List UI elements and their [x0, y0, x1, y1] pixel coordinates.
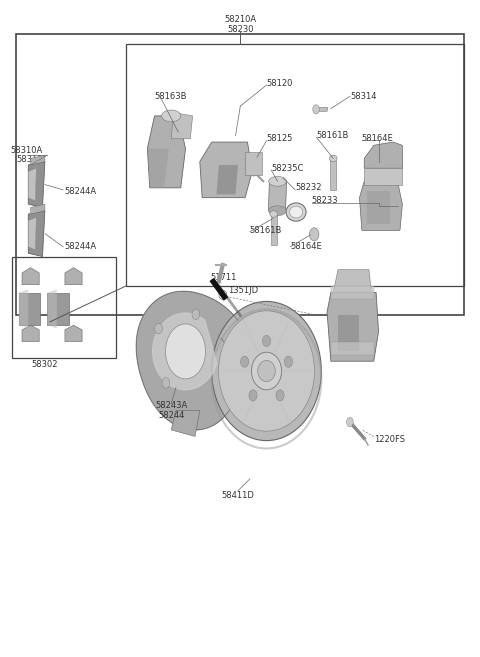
Text: 51711: 51711	[210, 273, 237, 282]
Circle shape	[192, 309, 200, 319]
Polygon shape	[48, 289, 57, 328]
Ellipse shape	[258, 361, 276, 382]
Polygon shape	[28, 168, 36, 201]
Circle shape	[155, 323, 162, 334]
Circle shape	[240, 356, 249, 367]
Polygon shape	[147, 148, 169, 188]
Ellipse shape	[269, 176, 286, 186]
Polygon shape	[31, 204, 45, 214]
Circle shape	[166, 324, 205, 379]
Text: 58210A
58230: 58210A 58230	[224, 15, 256, 34]
Text: 58310A
58311: 58310A 58311	[10, 146, 43, 164]
Circle shape	[313, 104, 319, 114]
Text: 58244A: 58244A	[64, 242, 96, 251]
Polygon shape	[31, 155, 45, 165]
Polygon shape	[171, 410, 200, 436]
Text: 58164E: 58164E	[362, 134, 394, 143]
Ellipse shape	[329, 155, 337, 162]
Circle shape	[251, 167, 257, 176]
Polygon shape	[153, 313, 217, 390]
Text: 58164E: 58164E	[290, 242, 322, 251]
Circle shape	[276, 390, 284, 401]
Ellipse shape	[162, 110, 181, 122]
Polygon shape	[330, 160, 336, 190]
Text: @: @	[218, 290, 228, 300]
Polygon shape	[360, 181, 402, 231]
Polygon shape	[65, 325, 82, 342]
Polygon shape	[171, 112, 192, 139]
Ellipse shape	[270, 211, 277, 217]
Polygon shape	[147, 116, 185, 188]
Text: 58163B: 58163B	[155, 92, 187, 101]
Polygon shape	[216, 165, 238, 194]
Polygon shape	[22, 267, 39, 284]
Bar	[16, 34, 464, 315]
Circle shape	[284, 356, 292, 367]
Circle shape	[347, 417, 353, 426]
Ellipse shape	[218, 311, 314, 431]
Ellipse shape	[252, 352, 282, 390]
Text: 58161B: 58161B	[317, 131, 349, 140]
Polygon shape	[19, 289, 28, 328]
Polygon shape	[136, 291, 238, 430]
Polygon shape	[364, 142, 402, 168]
Ellipse shape	[269, 206, 286, 215]
Polygon shape	[333, 269, 372, 292]
Polygon shape	[28, 217, 36, 250]
Polygon shape	[331, 342, 374, 355]
Polygon shape	[200, 142, 252, 198]
Text: 58120: 58120	[266, 79, 293, 87]
Polygon shape	[22, 325, 39, 342]
Text: 58243A
58244: 58243A 58244	[155, 401, 187, 420]
Text: 58125: 58125	[266, 134, 293, 143]
Circle shape	[310, 228, 319, 241]
Polygon shape	[48, 292, 69, 325]
Polygon shape	[327, 292, 379, 361]
Polygon shape	[367, 191, 390, 224]
Polygon shape	[331, 286, 374, 299]
Text: 58314: 58314	[350, 92, 376, 101]
Text: 58233: 58233	[312, 196, 338, 206]
Polygon shape	[28, 211, 45, 256]
Ellipse shape	[212, 302, 321, 441]
Text: 58244A: 58244A	[64, 187, 96, 196]
Text: 1351JD: 1351JD	[228, 286, 259, 295]
Polygon shape	[65, 267, 82, 284]
Ellipse shape	[289, 206, 303, 218]
Circle shape	[263, 335, 271, 346]
Bar	[126, 44, 464, 286]
Polygon shape	[316, 107, 328, 111]
Text: 58411D: 58411D	[221, 491, 254, 500]
Polygon shape	[271, 215, 276, 246]
Ellipse shape	[286, 203, 306, 221]
Polygon shape	[28, 162, 45, 208]
Text: 58235C: 58235C	[271, 164, 304, 173]
Polygon shape	[19, 292, 40, 325]
Polygon shape	[364, 168, 402, 185]
Bar	[12, 256, 117, 358]
Text: 58232: 58232	[295, 183, 322, 193]
Text: 58161B: 58161B	[250, 226, 282, 235]
Text: 1220FS: 1220FS	[374, 435, 405, 444]
Circle shape	[249, 390, 257, 401]
Polygon shape	[268, 181, 287, 211]
Polygon shape	[338, 315, 360, 351]
Circle shape	[162, 378, 170, 388]
Text: 58302: 58302	[32, 360, 58, 369]
Polygon shape	[245, 152, 262, 175]
